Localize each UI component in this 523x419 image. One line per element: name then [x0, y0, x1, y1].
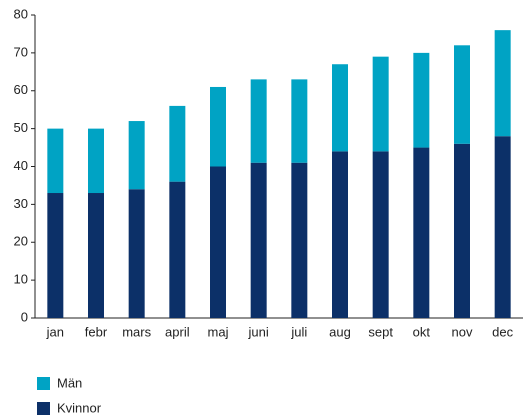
y-tick-label: 20 — [14, 234, 28, 249]
x-tick-label: juni — [248, 324, 269, 339]
x-tick-label: okt — [413, 324, 431, 339]
bar-segment — [454, 143, 470, 318]
y-tick-label: 80 — [14, 6, 28, 21]
y-tick-label: 40 — [14, 158, 28, 173]
x-tick-label: nov — [452, 324, 473, 339]
bar-segment — [47, 193, 64, 318]
bar-segment — [88, 128, 104, 194]
bar-segment — [454, 45, 470, 144]
x-tick-label: dec — [492, 324, 513, 339]
y-tick-label: 70 — [14, 44, 28, 59]
legend-swatch — [37, 402, 50, 415]
y-tick-label: 60 — [14, 82, 28, 97]
x-tick-label: sept — [368, 324, 393, 339]
bar-segment — [250, 79, 267, 163]
bar-segment — [372, 151, 389, 318]
bar-segment — [88, 193, 104, 318]
bar-segment — [291, 162, 308, 318]
y-tick-label: 0 — [21, 309, 28, 324]
bar-segment — [128, 189, 145, 318]
bar-segment — [413, 147, 430, 318]
x-tick-label: mars — [122, 324, 151, 339]
bar-segment — [332, 151, 348, 318]
bar-segment — [47, 128, 64, 194]
x-tick-label: juli — [290, 324, 307, 339]
x-tick-label: april — [165, 324, 190, 339]
legend-label: Män — [57, 375, 82, 390]
bar-segment — [128, 121, 145, 190]
bar-segment — [291, 79, 308, 163]
bar-segment — [169, 181, 186, 318]
legend-swatch — [37, 377, 50, 390]
bar-segment — [413, 52, 430, 148]
bar-segment — [250, 162, 267, 318]
bar-segment — [210, 86, 226, 167]
legend-label: Kvinnor — [57, 400, 102, 415]
y-tick-label: 10 — [14, 272, 28, 287]
bar-segment — [210, 166, 226, 318]
bar-segment — [372, 56, 389, 152]
bar-segment — [494, 30, 511, 137]
bar-segment — [332, 64, 348, 152]
x-tick-label: febr — [85, 324, 108, 339]
x-tick-label: aug — [329, 324, 351, 339]
y-tick-label: 30 — [14, 196, 28, 211]
x-tick-label: jan — [46, 324, 64, 339]
x-tick-label: maj — [208, 324, 229, 339]
bar-segment — [494, 136, 511, 318]
y-tick-label: 50 — [14, 120, 28, 135]
bar-segment — [169, 105, 186, 182]
